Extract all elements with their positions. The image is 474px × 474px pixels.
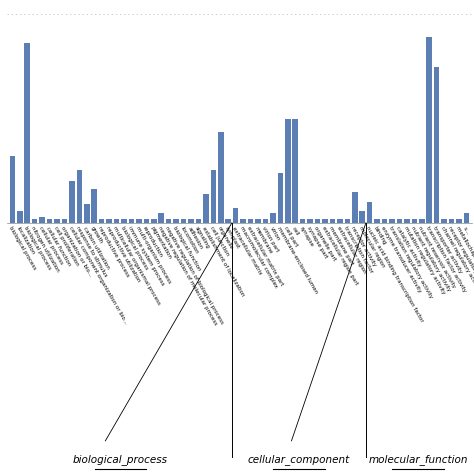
Bar xyxy=(352,192,357,223)
Bar xyxy=(218,132,224,223)
Bar xyxy=(270,213,276,223)
Bar xyxy=(166,219,172,223)
Bar xyxy=(397,219,402,223)
Bar xyxy=(69,181,75,223)
Bar xyxy=(136,219,142,223)
Bar xyxy=(196,219,201,223)
Bar xyxy=(32,219,37,223)
Bar xyxy=(248,219,253,223)
Bar xyxy=(17,211,23,223)
Bar xyxy=(359,211,365,223)
Bar xyxy=(188,219,194,223)
Bar xyxy=(240,219,246,223)
Bar xyxy=(255,219,261,223)
Bar xyxy=(441,219,447,223)
Bar xyxy=(367,202,373,223)
Bar xyxy=(9,156,15,223)
Bar xyxy=(76,170,82,223)
Bar xyxy=(99,219,104,223)
Bar xyxy=(285,118,291,223)
Bar xyxy=(427,37,432,223)
Text: cellular_component: cellular_component xyxy=(248,454,350,465)
Bar xyxy=(121,219,127,223)
Bar xyxy=(263,219,268,223)
Bar xyxy=(203,194,209,223)
Bar xyxy=(62,219,67,223)
Bar xyxy=(128,219,134,223)
Bar xyxy=(411,219,417,223)
Bar xyxy=(300,219,305,223)
Text: biological_process: biological_process xyxy=(73,454,168,465)
Bar xyxy=(210,170,216,223)
Bar xyxy=(382,219,387,223)
Bar xyxy=(404,219,410,223)
Bar xyxy=(434,67,439,223)
Bar xyxy=(91,189,97,223)
Bar xyxy=(84,204,90,223)
Bar xyxy=(307,219,313,223)
Bar xyxy=(106,219,112,223)
Bar xyxy=(464,213,469,223)
Bar xyxy=(114,219,119,223)
Bar xyxy=(419,219,425,223)
Bar xyxy=(449,219,454,223)
Bar xyxy=(226,219,231,223)
Bar xyxy=(144,219,149,223)
Bar xyxy=(54,219,60,223)
Bar xyxy=(158,213,164,223)
Bar xyxy=(39,217,45,223)
Bar xyxy=(389,219,395,223)
Bar xyxy=(456,219,462,223)
Bar xyxy=(322,219,328,223)
Bar xyxy=(173,219,179,223)
Bar xyxy=(151,219,156,223)
Bar xyxy=(315,219,320,223)
Bar xyxy=(181,219,186,223)
Bar xyxy=(47,219,52,223)
Bar xyxy=(25,43,30,223)
Bar xyxy=(345,219,350,223)
Bar xyxy=(337,219,343,223)
Text: molecular_function: molecular_function xyxy=(368,454,468,465)
Bar xyxy=(374,219,380,223)
Bar xyxy=(329,219,335,223)
Bar xyxy=(292,118,298,223)
Bar xyxy=(233,208,238,223)
Bar xyxy=(277,173,283,223)
